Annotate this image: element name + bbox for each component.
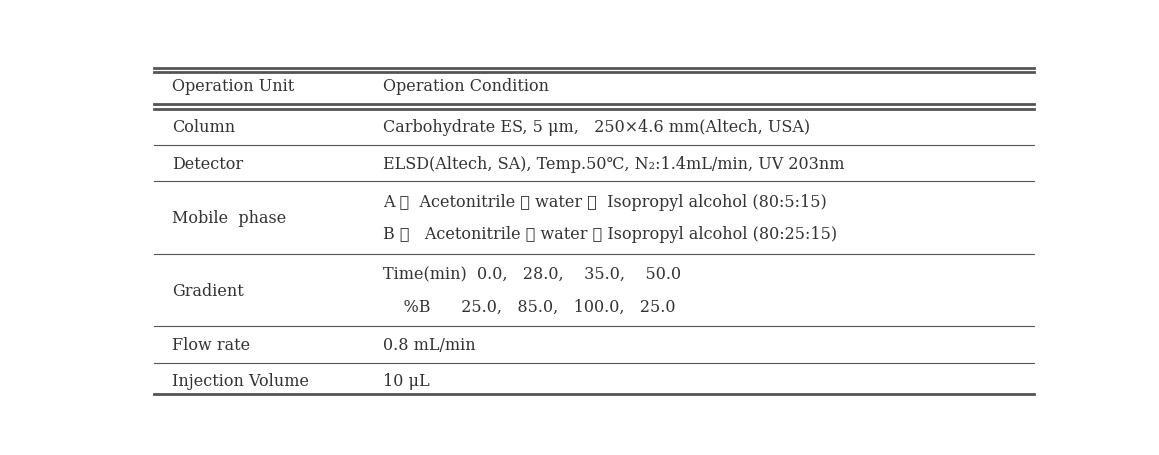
Text: Time(min)  0.0,   28.0,    35.0,    50.0: Time(min) 0.0, 28.0, 35.0, 50.0 [382, 266, 681, 283]
Text: Operation Condition: Operation Condition [382, 78, 549, 95]
Text: Operation Unit: Operation Unit [172, 78, 294, 95]
Text: 0.8 mL/min: 0.8 mL/min [382, 336, 475, 353]
Text: Gradient: Gradient [172, 282, 243, 299]
Text: Flow rate: Flow rate [172, 336, 250, 353]
Text: %B      25.0,   85.0,   100.0,   25.0: %B 25.0, 85.0, 100.0, 25.0 [382, 298, 676, 315]
Text: A ；  Acetonitrile ： water ：  Isopropyl alcohol (80:5:15): A ； Acetonitrile ： water ： Isopropyl alc… [382, 193, 826, 211]
Text: Injection Volume: Injection Volume [172, 372, 308, 389]
Text: Detector: Detector [172, 155, 243, 172]
Text: ELSD(Altech, SA), Temp.50℃, N₂:1.4mL/min, UV 203nm: ELSD(Altech, SA), Temp.50℃, N₂:1.4mL/min… [382, 155, 845, 172]
Text: 10 μL: 10 μL [382, 372, 430, 389]
Text: Mobile  phase: Mobile phase [172, 209, 286, 227]
Text: Carbohydrate ES, 5 μm,   250×4.6 mm(Altech, USA): Carbohydrate ES, 5 μm, 250×4.6 mm(Altech… [382, 119, 810, 136]
Text: Column: Column [172, 119, 235, 136]
Text: B ；   Acetonitrile ： water ： Isopropyl alcohol (80:25:15): B ； Acetonitrile ： water ： Isopropyl alc… [382, 225, 837, 243]
